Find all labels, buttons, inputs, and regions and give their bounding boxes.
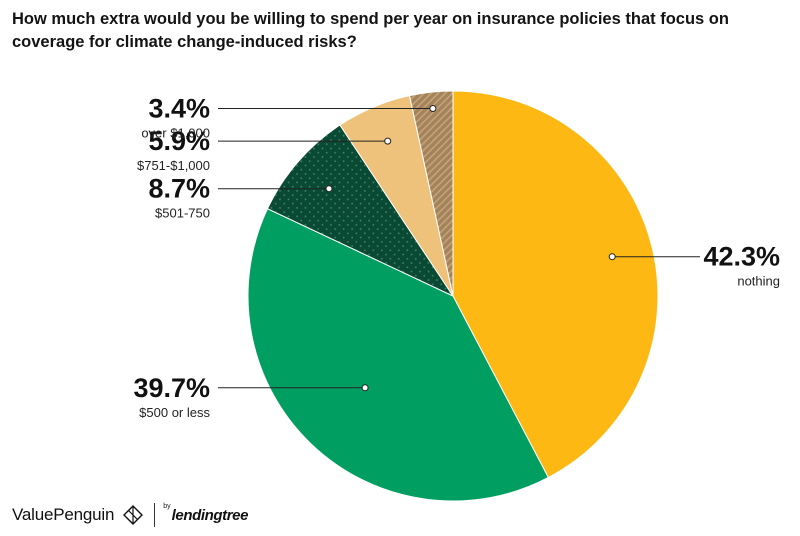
pie-slice-501-750 — [266, 124, 455, 298]
chart-title: How much extra would you be willing to s… — [12, 10, 729, 51]
pie-slice-nothing — [452, 90, 659, 479]
leader-dot — [608, 253, 616, 261]
data-label-percent: 39.7% — [133, 373, 210, 403]
data-label-percent: 42.3% — [703, 242, 780, 272]
leader-dot — [429, 105, 437, 112]
leader-dot — [384, 137, 392, 145]
data-label-category: $500 or less — [139, 405, 210, 420]
data-label-category: $501-750 — [155, 206, 210, 221]
data-label-percent: 8.7% — [148, 174, 210, 204]
pie-slice-500-or-less — [247, 208, 550, 502]
pie-slice-over-1-000 — [408, 90, 454, 297]
valuepenguin-icon — [123, 505, 144, 525]
data-label-category: $751-$1,000 — [137, 158, 210, 173]
leader-dot — [361, 384, 369, 392]
lendingtree-wordmark: lendingtree — [171, 506, 249, 524]
data-label-category: over $1,000 — [141, 126, 210, 141]
data-label-percent: 3.4% — [148, 94, 210, 124]
by-text: by — [163, 502, 171, 510]
data-label-category: nothing — [737, 274, 780, 289]
leader-dot — [325, 185, 333, 193]
logo-divider — [154, 503, 156, 527]
data-label-percent: 5.9% — [148, 126, 210, 156]
valuepenguin-wordmark: ValuePenguin — [12, 505, 115, 524]
brand-logo: ValuePenguin by lendingtree — [12, 498, 248, 532]
